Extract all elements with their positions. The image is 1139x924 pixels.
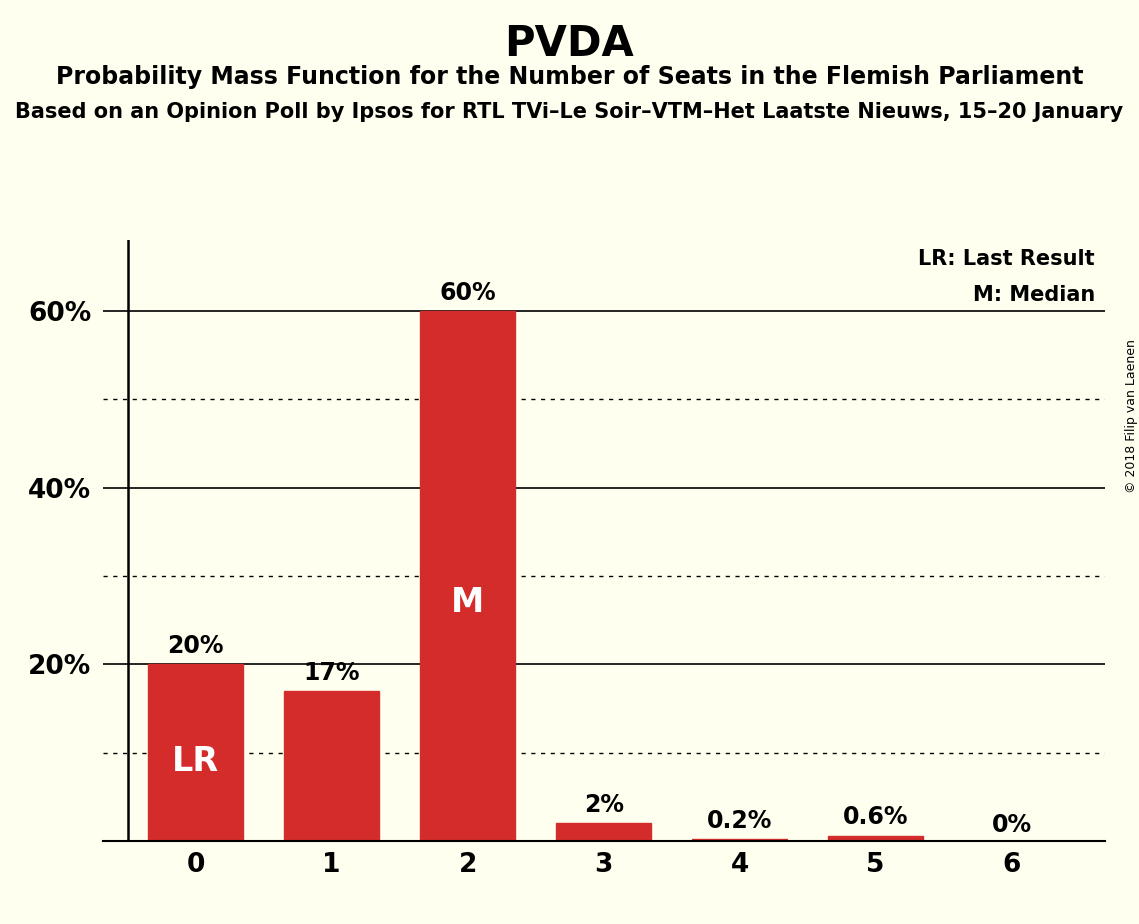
Text: Based on an Opinion Poll by Ipsos for RTL TVi–Le Soir–VTM–Het Laatste Nieuws, 15: Based on an Opinion Poll by Ipsos for RT… [16,102,1123,122]
Text: 0.6%: 0.6% [843,806,909,830]
Text: LR: Last Result: LR: Last Result [918,249,1095,269]
Bar [420,310,515,841]
Text: Probability Mass Function for the Number of Seats in the Flemish Parliament: Probability Mass Function for the Number… [56,65,1083,89]
Text: 0.2%: 0.2% [707,808,772,833]
Bar [693,839,787,841]
Bar [148,664,244,841]
Text: 20%: 20% [167,634,224,658]
Text: 2%: 2% [583,793,624,817]
Text: M: M [451,586,484,619]
Text: © 2018 Filip van Laenen: © 2018 Filip van Laenen [1124,339,1138,492]
Text: PVDA: PVDA [505,23,634,65]
Text: LR: LR [172,745,219,778]
Text: 0%: 0% [992,813,1032,837]
Text: 60%: 60% [440,281,495,305]
Text: 17%: 17% [303,661,360,685]
Bar [828,835,924,841]
Bar [556,823,652,841]
Text: M: Median: M: Median [973,286,1095,305]
Bar [284,691,379,841]
